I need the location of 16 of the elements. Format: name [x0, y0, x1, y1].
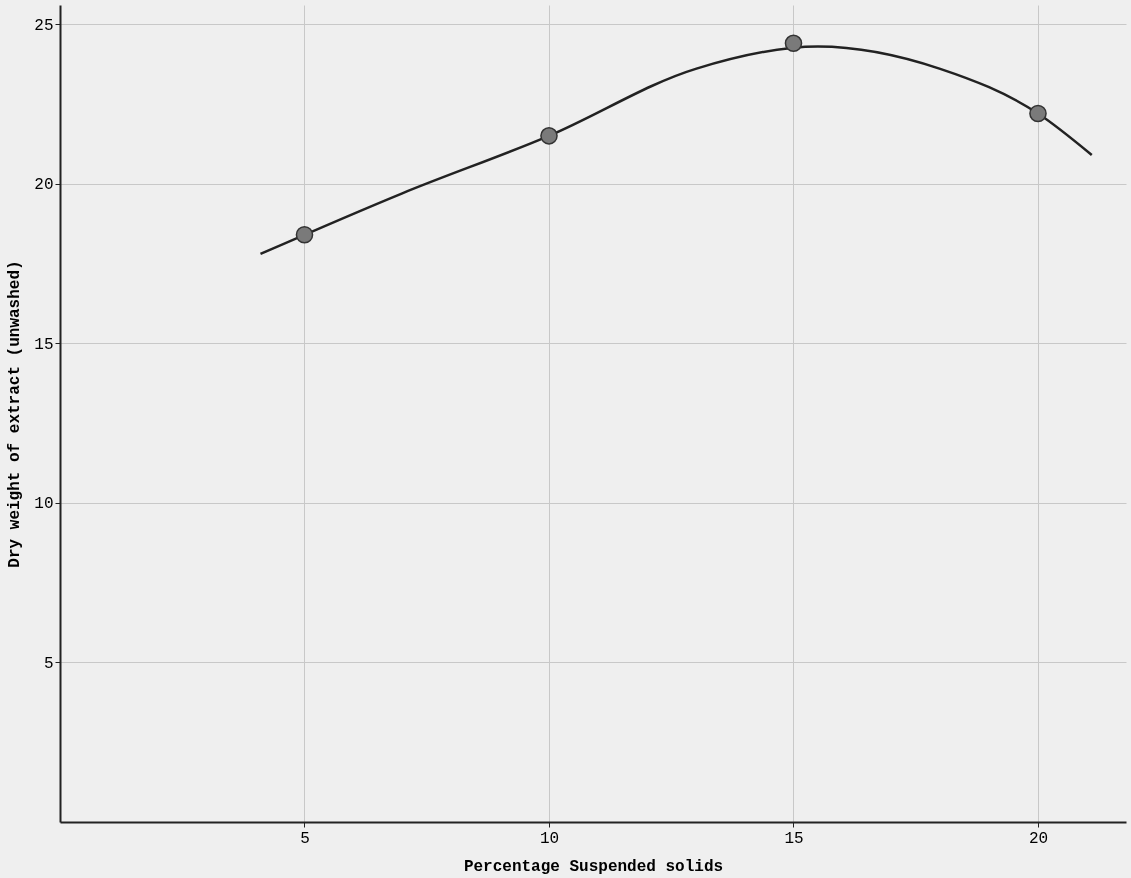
point — [540, 127, 558, 145]
point — [1029, 104, 1047, 123]
x-tick-label: 15 — [784, 829, 804, 848]
line-series — [259, 45, 1094, 256]
x-tick-label: 20 — [1028, 829, 1049, 848]
x-tick-label: 10 — [539, 829, 560, 848]
y-tick-label: 5 — [43, 654, 54, 673]
x-tick-label: 5 — [300, 829, 310, 848]
y-tick-label: 25 — [34, 16, 54, 35]
x-axis-title: Percentage Suspended solids — [463, 857, 724, 876]
point — [295, 225, 314, 244]
y-axis-title: Dry weight of extract (unwashed) — [6, 260, 25, 568]
y-tick-label: 10 — [34, 495, 54, 514]
y-tick-label: 20 — [34, 176, 54, 195]
y-tick-label: 15 — [34, 335, 54, 354]
point — [784, 34, 803, 53]
